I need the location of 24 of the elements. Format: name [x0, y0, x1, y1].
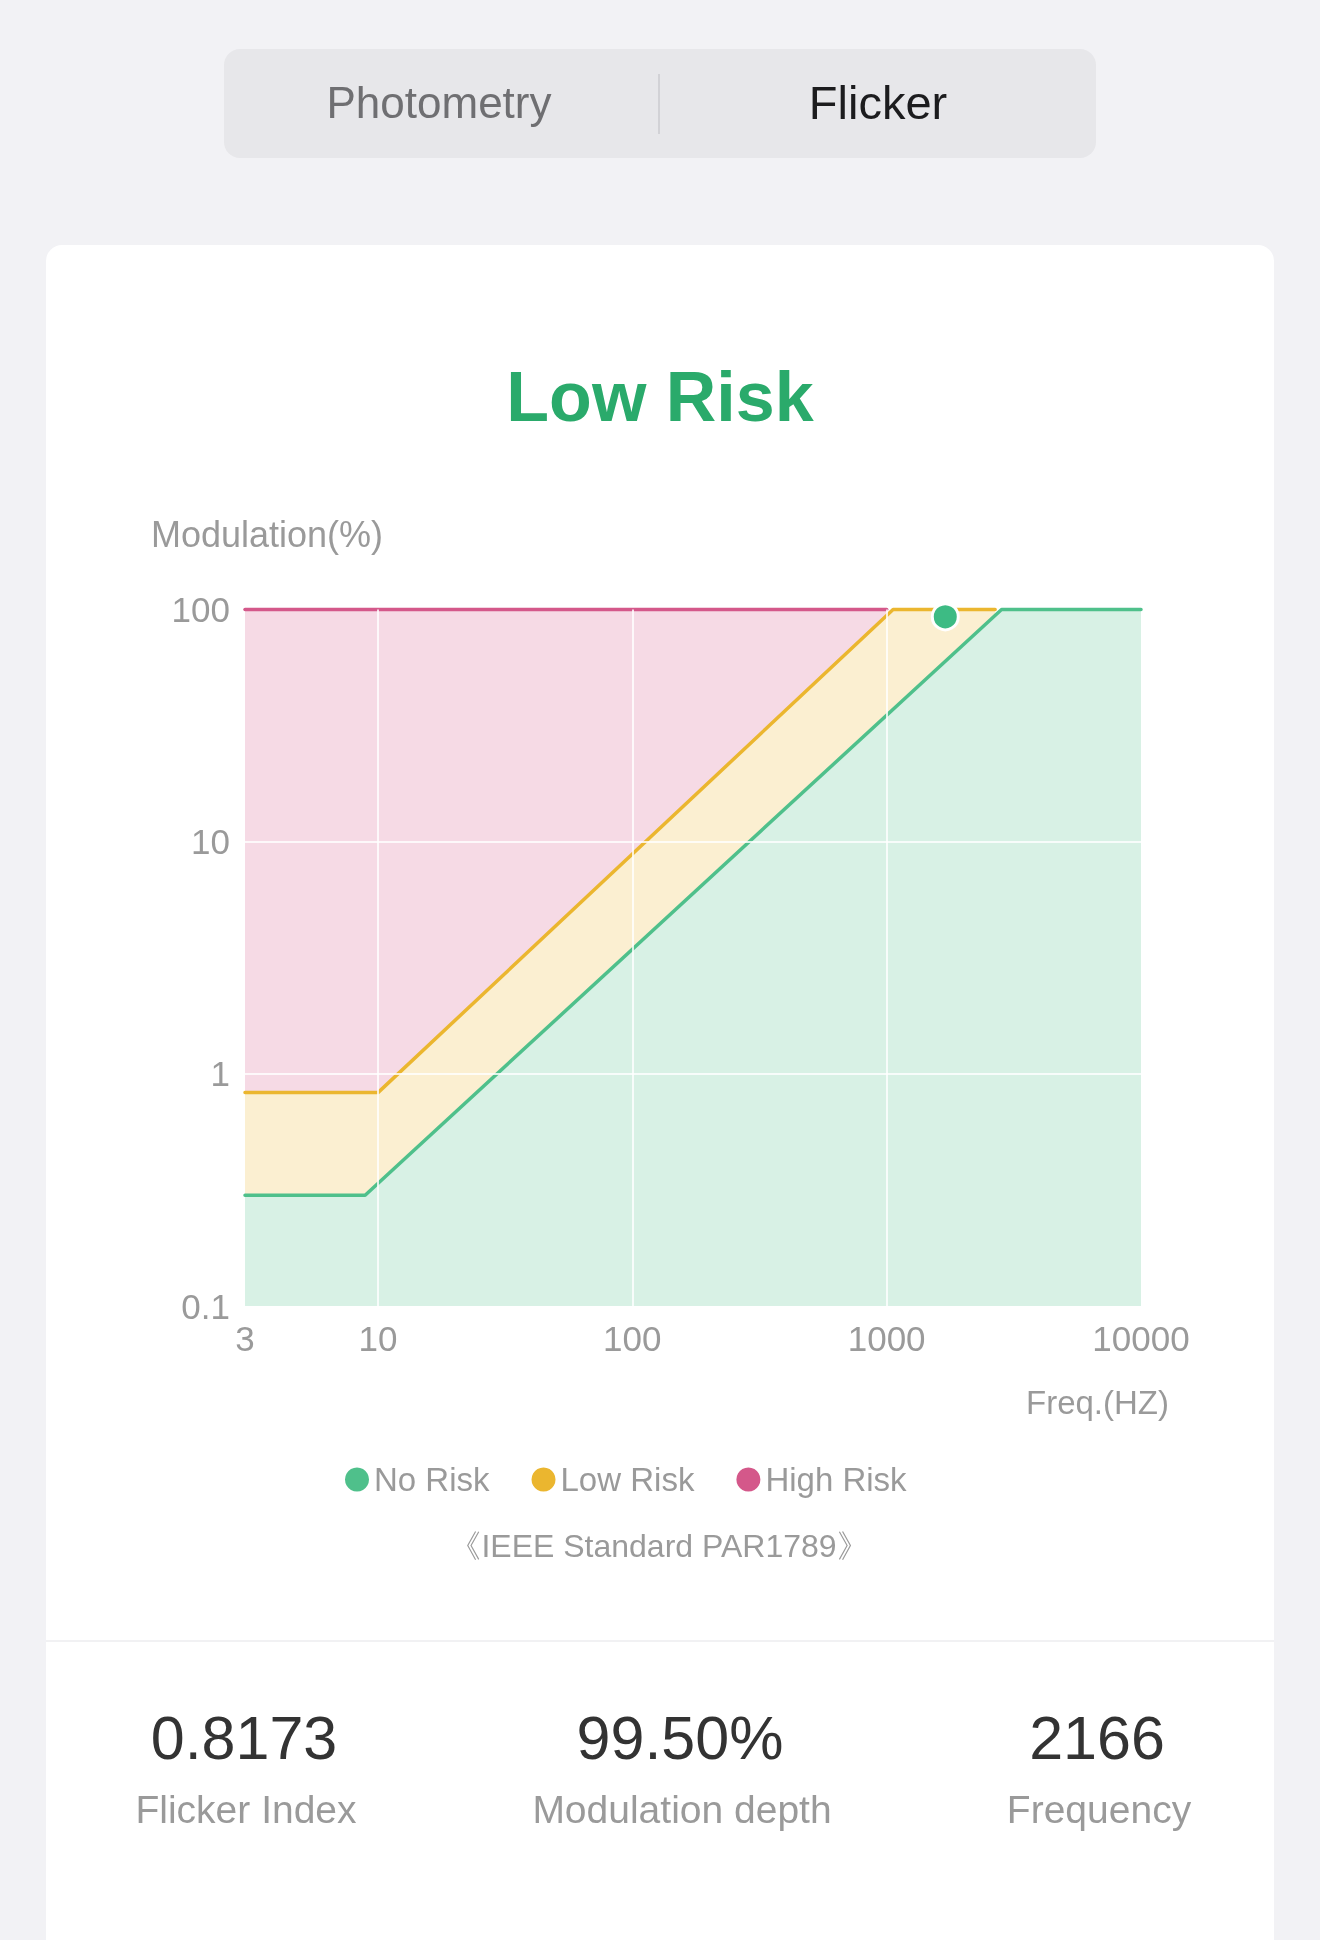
- y-tick-label: 1: [210, 1054, 230, 1094]
- legend-label: Low Risk: [560, 1461, 695, 1498]
- legend-label: No Risk: [374, 1461, 491, 1498]
- x-tick-label: 10000: [1092, 1319, 1190, 1358]
- text: 99.50%: [576, 1702, 784, 1774]
- x-tick-label: 10: [358, 1319, 398, 1358]
- legend-label: High Risk: [765, 1461, 908, 1498]
- text: 2166: [1029, 1702, 1165, 1774]
- text: Frequency: [1006, 1787, 1192, 1833]
- x-tick-label: 100: [603, 1319, 662, 1358]
- y-tick-label: 0.1: [181, 1286, 230, 1326]
- text: 《IEEE Standard PAR1789》: [449, 1527, 869, 1565]
- text: Flicker Index: [135, 1787, 357, 1833]
- x-tick-label: 1000: [847, 1319, 926, 1358]
- text: Modulation depth: [532, 1787, 832, 1833]
- x-axis-title: Freq.(HZ): [1026, 1384, 1169, 1421]
- chart-title: Low Risk: [506, 358, 814, 436]
- y-axis-title: Modulation(%): [150, 514, 384, 555]
- x-tick-label: 3: [235, 1319, 255, 1358]
- y-tick-label: 10: [191, 822, 230, 862]
- y-tick-label: 100: [171, 590, 230, 629]
- text: Photometry: [326, 77, 552, 129]
- text: Flicker: [808, 75, 948, 131]
- text: 0.8173: [150, 1702, 338, 1774]
